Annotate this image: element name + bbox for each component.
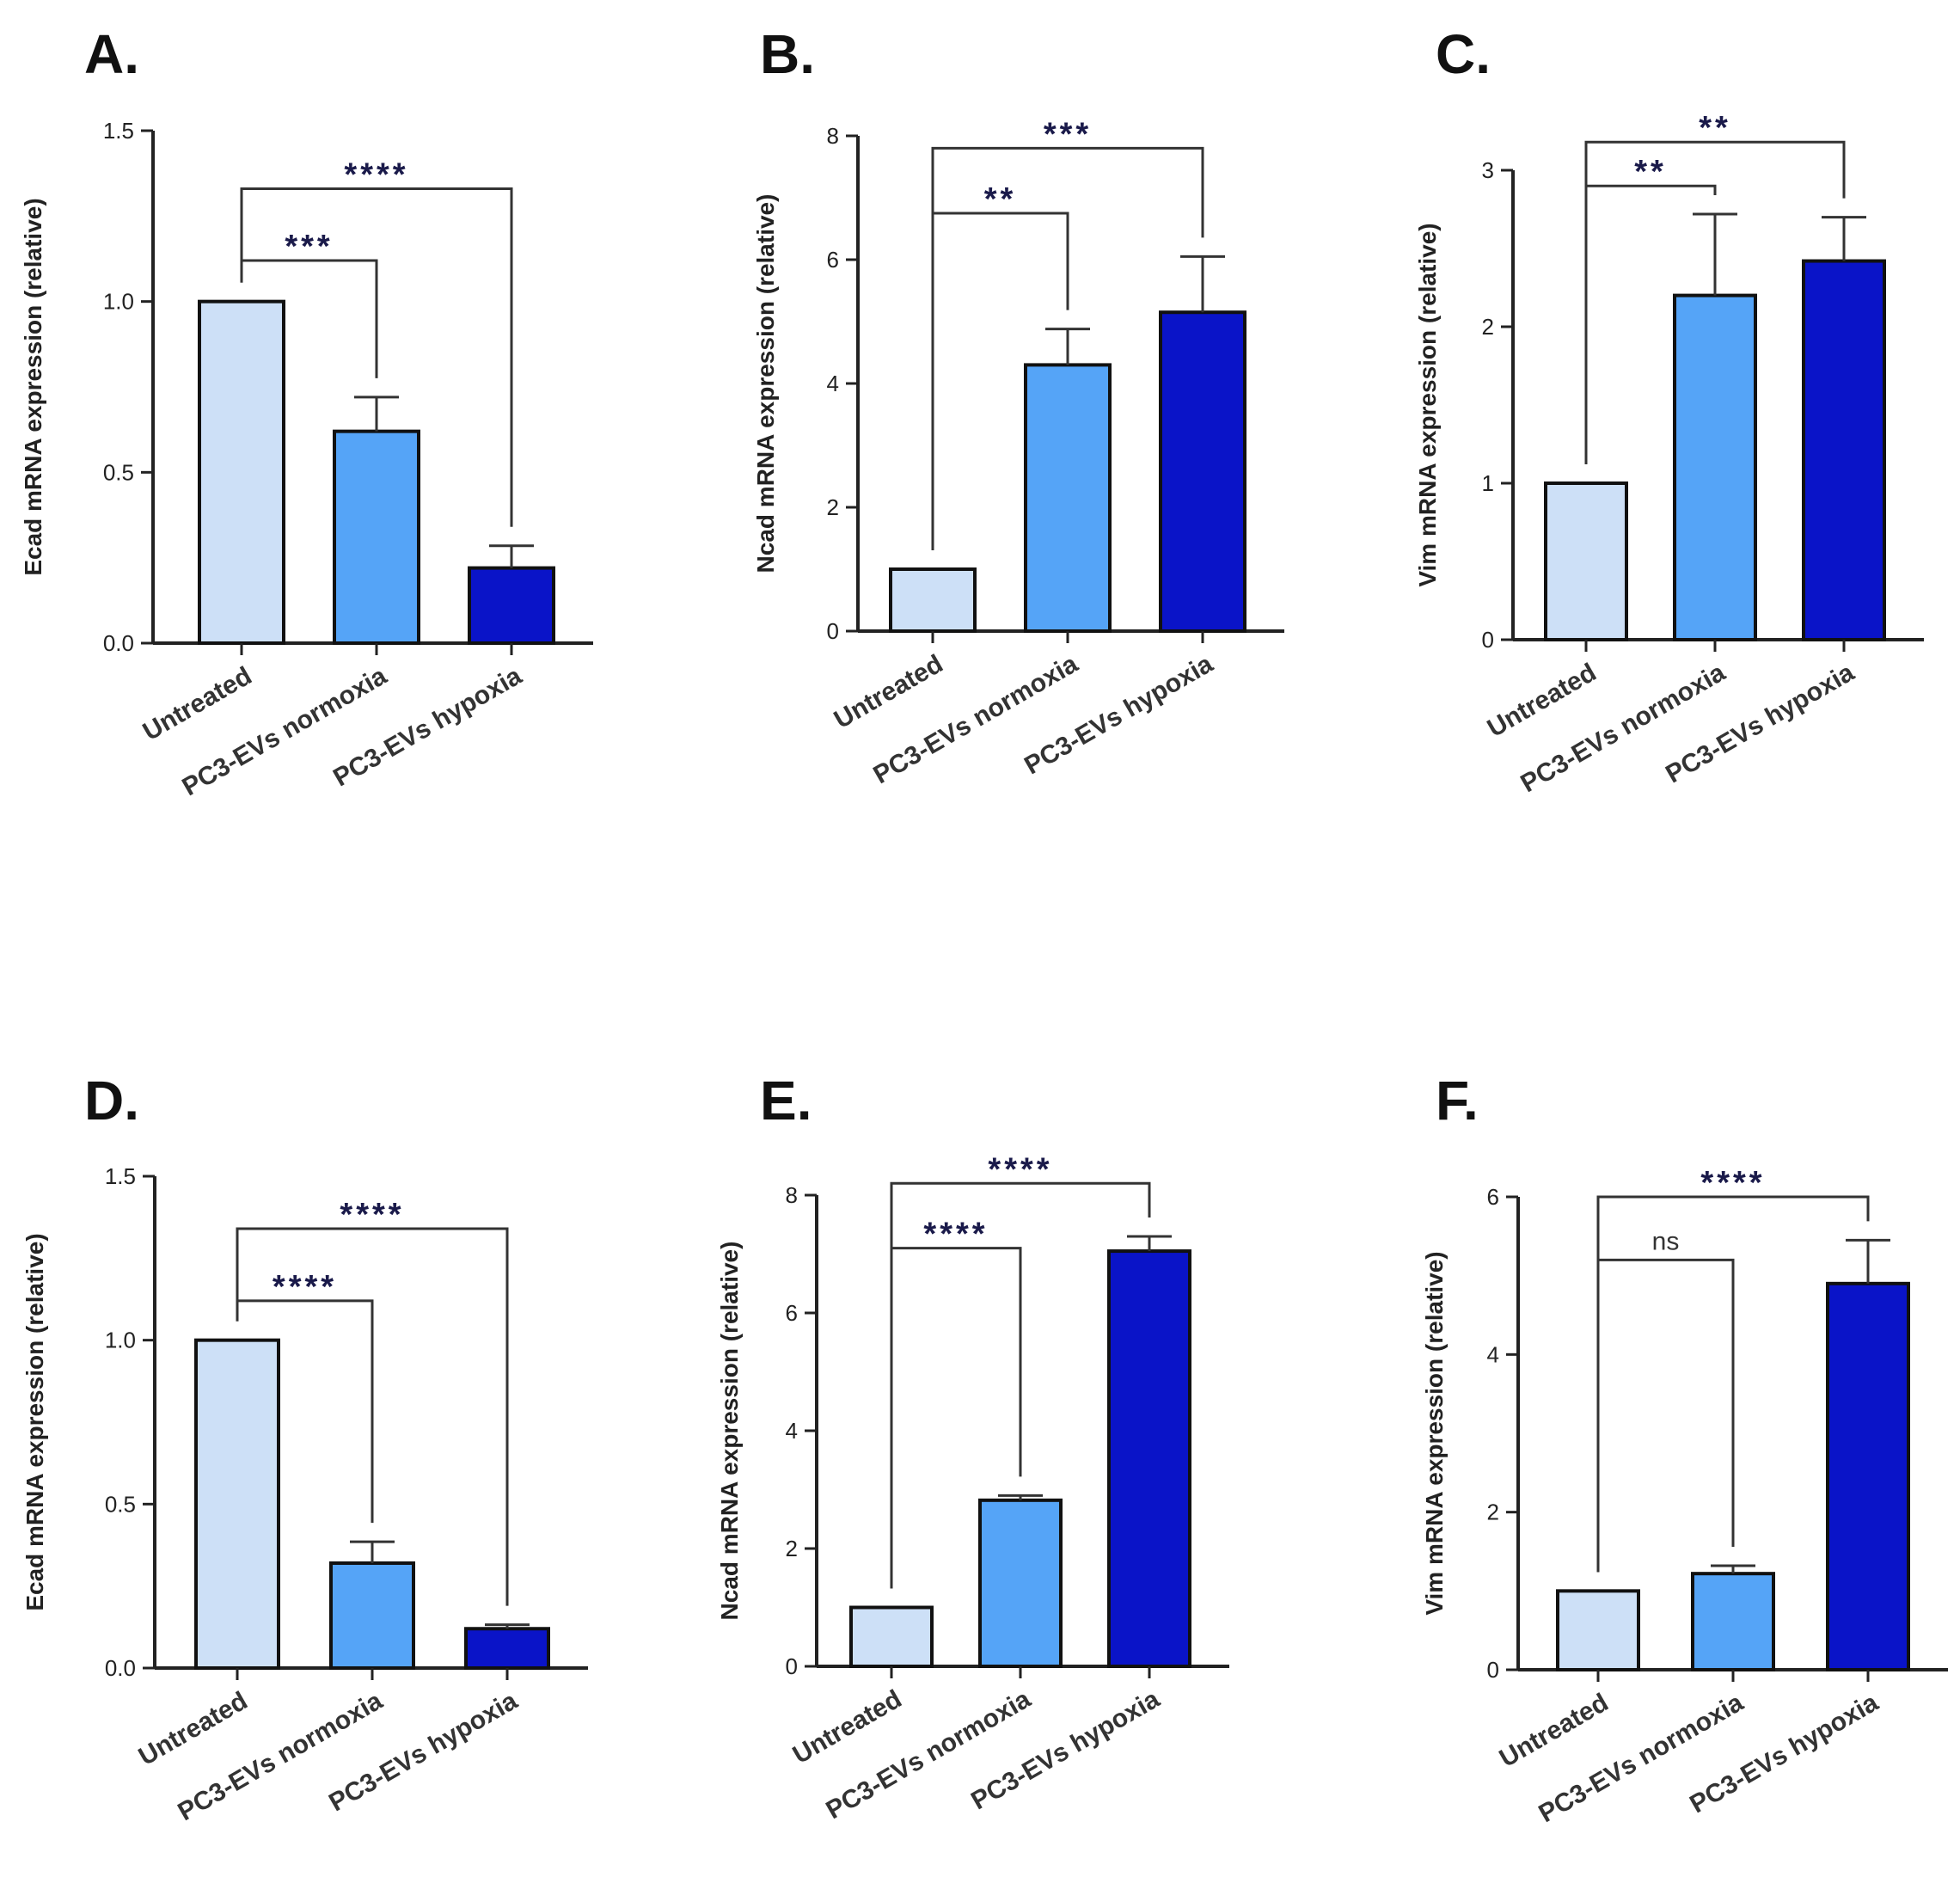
y-axis-label: Vim mRNA expression (relative) [1421,1251,1448,1615]
y-tick-label: 0 [1482,627,1494,653]
significance-bracket [1596,1195,1870,1573]
y-tick-label: 0 [1487,1657,1499,1683]
significance-label: **** [340,1197,404,1233]
significance-label: **** [1700,1165,1765,1201]
y-tick-label: 2 [827,494,839,520]
bar-2 [1159,310,1246,633]
significance-bracket [931,146,1204,550]
bar-1 [333,429,420,645]
panel-letter: B. [760,23,815,85]
chart-panel-c: C. 0 1 2 3 Vim mRNA expression (relative) Untr… [1414,23,1924,798]
y-tick-label: 3 [1482,157,1494,183]
bar-0 [1544,481,1628,641]
bar-2 [1107,1249,1191,1668]
y-tick-label: 2 [1487,1500,1499,1525]
y-tick-label: 0 [786,1653,798,1679]
significance-bracket [890,1181,1151,1589]
chart-panel-e: E. 0 2 4 6 8 Ncad mRNA expression (relative) Un… [716,1070,1229,1825]
significance-label: ns [1652,1227,1680,1255]
significance-label: **** [344,157,408,193]
significance-label: *** [285,229,333,265]
y-tick-label: 4 [786,1418,798,1444]
category-label: Untreated [138,661,257,746]
bar-1 [1024,363,1112,633]
bar-0 [889,567,977,633]
chart-panel-d: D. 0.0 0.5 1.0 1.5 Ecad mRNA expression (rela… [21,1070,588,1826]
significance-bracket [236,1227,509,1606]
bar-2 [468,566,555,645]
y-tick-label: 1.5 [103,118,134,144]
y-axis-label: Ecad mRNA expression (relative) [21,1233,48,1610]
panel-letter: E. [760,1070,812,1132]
significance-bracket [240,187,513,527]
category-label: PC3-EVs normoxia [1516,658,1730,798]
bar-0 [849,1605,934,1668]
panel-letter: D. [84,1070,139,1132]
bar-0 [1556,1589,1640,1672]
bar-2 [1802,259,1886,641]
y-axis-label: Ecad mRNA expression (relative) [20,198,46,575]
significance-label: *** [1044,116,1092,152]
y-axis-label: Ncad mRNA expression (relative) [752,194,779,573]
bar-2 [1826,1281,1910,1672]
y-tick-label: 1.0 [105,1328,136,1353]
significance-label: **** [923,1217,988,1253]
bar-2 [464,1627,550,1670]
category-label: Untreated [830,649,948,734]
significance-label: ** [984,181,1017,218]
category-label: PC3-EVs normoxia [822,1684,1036,1825]
y-tick-label: 4 [1487,1341,1499,1367]
panel-letter: A. [84,23,139,85]
y-axis-label: Vim mRNA expression (relative) [1414,223,1441,586]
y-tick-label: 8 [786,1182,798,1208]
bar-0 [198,299,285,645]
y-tick-label: 1.0 [103,289,134,315]
bar-0 [194,1338,280,1670]
category-label: Untreated [1483,658,1602,743]
bar-1 [978,1498,1063,1668]
y-tick-label: 1.5 [105,1163,136,1189]
chart-panel-b: B. 0 2 4 6 8 Ncad mRNA expression (relative) Un… [752,23,1284,789]
y-tick-label: 4 [827,371,839,396]
y-tick-label: 1 [1482,470,1494,496]
y-tick-label: 0.0 [103,630,134,656]
y-tick-label: 2 [1482,314,1494,340]
bar-1 [1691,1572,1775,1671]
y-tick-label: 8 [827,123,839,149]
chart-panel-f: F. 0 2 4 6 Vim mRNA expression (relative) Untr… [1421,1070,1948,1828]
y-tick-label: 0.5 [105,1491,136,1517]
significance-label: **** [988,1151,1052,1187]
panel-letter: C. [1436,23,1491,85]
y-tick-label: 0.5 [103,459,134,485]
y-tick-label: 2 [786,1536,798,1561]
category-label: Untreated [788,1684,907,1770]
bar-1 [329,1561,415,1671]
y-tick-label: 6 [786,1300,798,1326]
significance-label: **** [273,1269,337,1305]
y-tick-label: 6 [1487,1184,1499,1210]
category-label: Untreated [134,1686,253,1771]
category-label: Untreated [1495,1688,1614,1773]
y-tick-label: 0.0 [105,1655,136,1681]
panel-letter: F. [1436,1070,1479,1132]
significance-bracket [1584,140,1846,464]
significance-label: ** [1699,110,1731,146]
y-tick-label: 6 [827,247,839,273]
bar-1 [1673,293,1757,641]
significance-label: ** [1634,154,1667,190]
significance-bracket [1596,1258,1735,1573]
y-axis-label: Ncad mRNA expression (relative) [716,1242,743,1621]
y-tick-label: 0 [827,618,839,644]
chart-panel-a: A. 0.0 0.5 1.0 1.5 Ecad mRNA expression (rela… [20,23,593,801]
